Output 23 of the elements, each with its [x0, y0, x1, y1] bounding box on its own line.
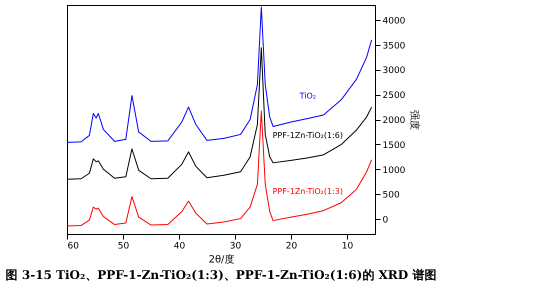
- y-tick-label: 2500: [382, 91, 406, 102]
- line-series: [66, 6, 372, 143]
- caption: 图 3-15 TiO₂、PPF-1-Zn-TiO₂(1:3)、PPF-1-Zn-TiO₂(1:6)的 XRD 谱图: [6, 268, 436, 282]
- y-tick-label: 4000: [382, 16, 406, 26]
- series-label: PPF-1Zn-TiO₂(1:3): [272, 187, 344, 196]
- x-tick-label: 10: [342, 242, 354, 252]
- x-tick-label: 50: [118, 242, 130, 252]
- y-tick-label: 1500: [382, 140, 406, 151]
- y-tick-label: 3000: [382, 66, 406, 76]
- series-label: PPF-1Zn-TiO₂(1:6): [272, 130, 344, 140]
- y-tick-label: 500: [382, 190, 400, 201]
- x-tick-label: 60: [68, 242, 80, 252]
- y-tick-label: 3500: [382, 41, 406, 52]
- x-tick-label: 30: [230, 242, 242, 252]
- series-label: TiO₂: [298, 92, 316, 101]
- y-tick-label: 1000: [382, 166, 406, 176]
- x-axis-title: 2θ/度: [208, 254, 234, 266]
- y-tick-label: 0: [382, 216, 388, 226]
- x-tick-label: 20: [286, 242, 298, 252]
- y-axis-title: 强度: [408, 110, 420, 130]
- y-tick-label: 2000: [382, 116, 406, 126]
- line-series: [66, 110, 372, 227]
- x-tick-label: 40: [174, 242, 186, 252]
